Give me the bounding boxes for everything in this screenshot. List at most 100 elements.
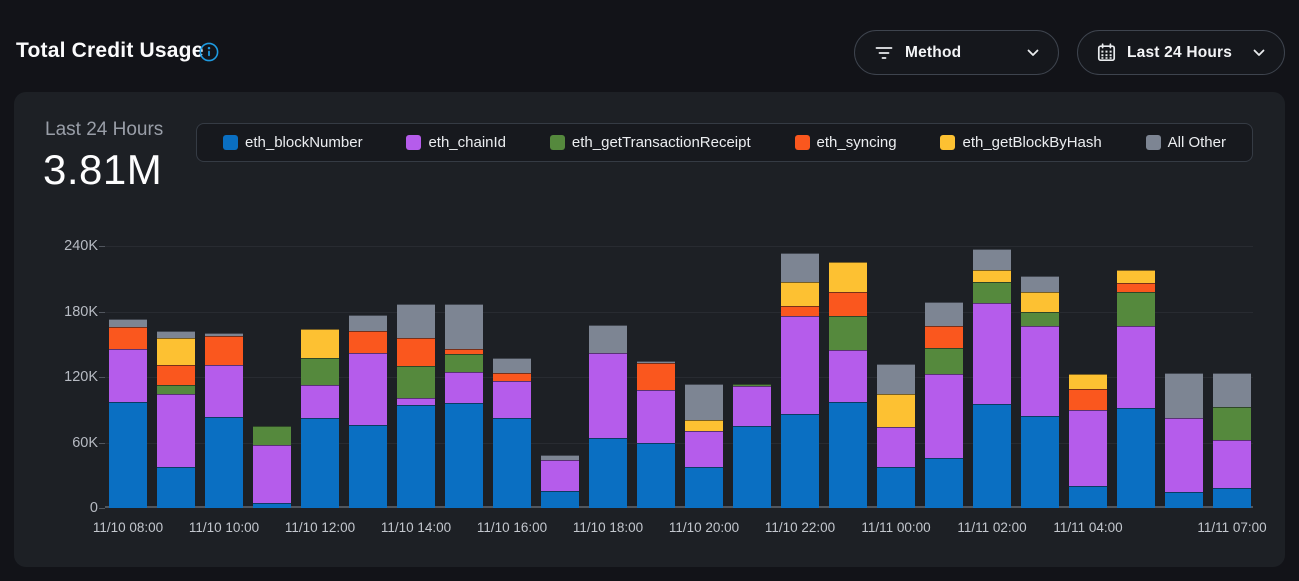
- legend-item[interactable]: eth_getTransactionReceipt: [549, 134, 751, 151]
- legend-item[interactable]: eth_getBlockByHash: [940, 134, 1102, 151]
- bar-column[interactable]: [925, 301, 963, 508]
- bar-segment: [1069, 409, 1107, 487]
- time-range-button[interactable]: Last 24 Hours: [1077, 30, 1285, 75]
- bar-segment: [1069, 373, 1107, 390]
- legend-item[interactable]: eth_blockNumber: [223, 134, 363, 151]
- bar-segment: [253, 502, 291, 508]
- x-axis-label: 11/10 14:00: [380, 520, 452, 535]
- bar-segment: [1213, 440, 1251, 489]
- legend-swatch: [794, 135, 810, 150]
- bar-segment: [157, 331, 195, 338]
- x-axis-label: 11/10 20:00: [668, 520, 740, 535]
- bar-column[interactable]: [829, 262, 867, 508]
- bar-column[interactable]: [1165, 372, 1203, 508]
- legend-swatch: [406, 135, 422, 150]
- bar-segment: [445, 354, 483, 372]
- summary-period-label: Last 24 Hours: [45, 119, 164, 140]
- bar-segment: [1117, 291, 1155, 326]
- bar-column[interactable]: [109, 319, 147, 508]
- filter-icon: [874, 45, 894, 61]
- x-axis-label: 11/10 22:00: [764, 520, 836, 535]
- bar-segment: [253, 444, 291, 503]
- legend-item[interactable]: eth_chainId: [406, 134, 506, 151]
- y-axis-label: 120K: [64, 369, 98, 385]
- bar-segment: [109, 326, 147, 349]
- bar-segment: [1117, 270, 1155, 284]
- bar-segment: [829, 402, 867, 508]
- bar-column[interactable]: [349, 314, 387, 508]
- bar-segment: [589, 438, 627, 508]
- bar-column[interactable]: [1069, 373, 1107, 508]
- bar-segment: [1165, 372, 1203, 419]
- bar-column[interactable]: [253, 426, 291, 508]
- info-icon[interactable]: [199, 42, 219, 62]
- bar-segment: [1213, 372, 1251, 407]
- bar-segment: [589, 324, 627, 353]
- bar-segment: [205, 333, 243, 336]
- bar-segment: [493, 358, 531, 373]
- bar-column[interactable]: [589, 324, 627, 508]
- bar-column[interactable]: [637, 360, 675, 508]
- bar-segment: [637, 360, 675, 363]
- bar-segment: [301, 384, 339, 419]
- bar-column[interactable]: [493, 358, 531, 508]
- legend-item[interactable]: All Other: [1145, 134, 1226, 151]
- bar-column[interactable]: [685, 383, 723, 508]
- x-axis-label: 11/10 10:00: [188, 520, 260, 535]
- legend-label: All Other: [1167, 134, 1226, 151]
- bar-segment: [445, 403, 483, 508]
- gridline: [105, 246, 1253, 247]
- plot-area: [99, 246, 1253, 509]
- bar-segment: [589, 353, 627, 439]
- gridline: [105, 506, 1253, 508]
- bar-segment: [493, 381, 531, 419]
- bar-column[interactable]: [445, 303, 483, 508]
- bar-column[interactable]: [1213, 372, 1251, 508]
- bar-column[interactable]: [541, 454, 579, 508]
- bar-segment: [925, 325, 963, 348]
- bar-column[interactable]: [1021, 275, 1059, 508]
- bar-column[interactable]: [733, 383, 771, 508]
- bar-segment: [445, 371, 483, 404]
- usage-card: Last 24 Hours 3.81M eth_blockNumber eth_c…: [14, 92, 1285, 567]
- bar-column[interactable]: [781, 252, 819, 508]
- bar-column[interactable]: [877, 363, 915, 508]
- legend-swatch: [223, 135, 238, 150]
- bar-segment: [349, 425, 387, 508]
- bar-column[interactable]: [301, 329, 339, 508]
- bar-column[interactable]: [157, 331, 195, 508]
- bar-segment: [973, 249, 1011, 271]
- bar-column[interactable]: [973, 249, 1011, 508]
- x-axis-label: 11/11 02:00: [957, 520, 1027, 535]
- bar-column[interactable]: [1117, 270, 1155, 508]
- bar-segment: [1021, 325, 1059, 417]
- bar-segment: [637, 362, 675, 391]
- bar-segment: [829, 291, 867, 316]
- bar-segment: [1117, 283, 1155, 292]
- y-tick-mark: [99, 311, 105, 313]
- bar-segment: [781, 252, 819, 283]
- y-axis-label: 0: [89, 500, 98, 516]
- bar-segment: [877, 363, 915, 395]
- legend-item[interactable]: eth_syncing: [794, 134, 897, 151]
- gridline: [105, 311, 1253, 313]
- y-axis-label: 180K: [64, 303, 98, 320]
- bar-segment: [541, 454, 579, 460]
- bar-segment: [1165, 418, 1203, 492]
- bar-segment: [109, 348, 147, 403]
- bar-segment: [109, 319, 147, 327]
- bar-column[interactable]: [205, 333, 243, 508]
- bar-segment: [733, 385, 771, 427]
- bar-column[interactable]: [397, 303, 435, 508]
- bar-segment: [1213, 488, 1251, 508]
- y-tick-mark: [99, 246, 105, 247]
- bar-segment: [157, 466, 195, 508]
- chevron-down-icon: [1027, 49, 1039, 57]
- bar-segment: [157, 384, 195, 395]
- bars-container: [109, 246, 1253, 508]
- calendar-icon: [1097, 43, 1116, 62]
- gridline: [105, 442, 1253, 444]
- method-filter-button[interactable]: Method: [854, 30, 1059, 75]
- bar-segment: [541, 459, 579, 491]
